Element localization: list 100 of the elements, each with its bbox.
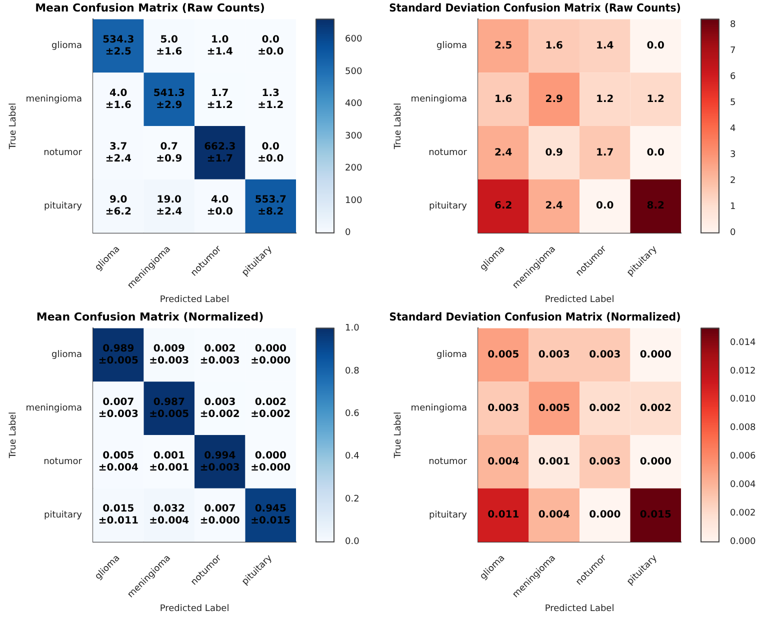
data-label: 0.987 ±0.005 <box>149 396 190 420</box>
data-label: 0.0 <box>646 40 665 52</box>
data-label: 0.015 ±0.011 <box>98 504 138 527</box>
data-label: 2.4 <box>494 147 512 158</box>
color-bar-label: 0.8 <box>345 366 360 376</box>
color-bar-label: 6 <box>730 72 736 82</box>
y-tick-label: notumor <box>44 457 82 468</box>
data-label: 0.9 <box>545 147 564 158</box>
color-bar-label: 0.014 <box>730 338 756 348</box>
y-tick-label: meningioma <box>410 94 468 105</box>
y-tick-label: glioma <box>436 350 468 360</box>
color-bar-label: 0.004 <box>730 480 756 490</box>
y-tick-label: pituitary <box>44 510 83 520</box>
data-label: 0.032 ±0.004 <box>149 504 190 527</box>
color-bar-label: 0.0 <box>345 537 360 548</box>
data-label: 0.009 ±0.003 <box>149 343 190 366</box>
data-label: 0.005 ±0.004 <box>98 450 138 474</box>
data-label: 8.2 <box>646 200 665 212</box>
color-bar-label: 0 <box>345 228 351 238</box>
data-label: 1.6 <box>494 94 512 105</box>
data-label: 0.002 <box>589 402 621 414</box>
data-label: 662.3 ±1.7 <box>204 141 236 164</box>
data-label: 1.3 ±1.2 <box>258 88 284 111</box>
y-axis-title: True Label <box>8 102 19 150</box>
y-axis-title: True Label <box>8 412 19 460</box>
data-label: 0.007 ±0.003 <box>98 396 138 420</box>
data-label: 1.2 <box>596 94 614 105</box>
data-label: 0.000 <box>589 510 621 521</box>
data-label: 0.989 ±0.005 <box>98 343 138 366</box>
color-bar-label: 8 <box>730 20 736 30</box>
y-tick-label: notumor <box>428 457 468 468</box>
data-label: 1.7 <box>596 147 614 158</box>
data-label: 9.0 ±6.2 <box>105 194 132 218</box>
y-tick-label: meningioma <box>26 94 82 105</box>
data-label: 6.2 <box>494 200 512 212</box>
color-bar-label: 0.006 <box>730 452 756 462</box>
data-label: 0.004 <box>538 510 570 521</box>
data-label: 19.0 ±2.4 <box>156 194 182 218</box>
data-label: 0.015 <box>640 510 672 521</box>
data-label: 0.994 ±0.003 <box>200 450 240 474</box>
y-tick-label: meningioma <box>410 404 468 414</box>
data-label: 541.3 ±2.9 <box>153 88 185 111</box>
data-label: 0.001 <box>538 456 570 468</box>
chart-title: Standard Deviation Confusion Matrix (Normalized) <box>389 310 681 324</box>
data-label: 0.007 ±0.000 <box>200 504 240 527</box>
data-label: 2.5 <box>494 40 512 52</box>
data-label: 0.002 ±0.003 <box>200 343 240 366</box>
data-label: 4.0 ±0.0 <box>206 194 233 218</box>
chart-title: Standard Deviation Confusion Matrix (Raw Counts) <box>389 2 681 15</box>
color-bar-label: 0.012 <box>730 366 756 376</box>
data-label: 0.7 ±0.9 <box>156 141 182 164</box>
color-bar-label: 500 <box>345 66 362 77</box>
data-label: 0.000 <box>640 456 672 468</box>
data-label: 0.000 ±0.000 <box>250 343 291 366</box>
data-label: 0.003 <box>589 349 621 360</box>
color-bar-label: 0.6 <box>345 408 360 419</box>
data-label: 3.7 ±2.4 <box>105 141 132 164</box>
y-tick-label: meningioma <box>26 404 82 414</box>
color-bar-label: 600 <box>345 34 362 45</box>
color-bar-label: 5 <box>730 98 736 108</box>
data-label: 0.003 ±0.002 <box>200 396 240 420</box>
data-label: 0.005 <box>538 402 570 414</box>
data-label: 2.4 <box>545 200 564 212</box>
color-bar-label: 300 <box>345 131 362 142</box>
data-label: 0.003 <box>538 349 570 360</box>
data-label: 0.945 ±0.015 <box>250 504 291 527</box>
chart-title: Mean Confusion Matrix (Normalized) <box>36 310 264 324</box>
color-bar-label: 0.008 <box>730 423 756 434</box>
data-label: 4.0 ±1.6 <box>105 88 132 111</box>
data-label: 0.0 <box>646 147 665 158</box>
color-bar-label: 1.0 <box>345 324 360 334</box>
y-axis-title: True Label <box>394 412 404 460</box>
y-tick-label: glioma <box>52 41 82 52</box>
data-label: 0.0 ±0.0 <box>258 34 284 58</box>
color-bar-label: 0.002 <box>730 508 756 519</box>
data-label: 2.9 <box>545 94 564 105</box>
color-bar-label: 0.2 <box>345 494 360 504</box>
color-bar-label: 0 <box>730 228 736 238</box>
y-tick-label: glioma <box>52 350 82 360</box>
data-label: 0.003 <box>488 402 520 414</box>
color-bar-label: 100 <box>345 196 362 206</box>
data-label: 1.7 ±1.2 <box>206 88 233 111</box>
data-label: 0.000 <box>640 349 672 360</box>
color-bar-label: 200 <box>345 164 362 174</box>
x-axis-title: Predicted Label <box>544 604 614 614</box>
data-label: 1.0 ±1.4 <box>206 34 233 58</box>
data-label: 5.0 ±1.6 <box>156 34 182 58</box>
x-axis-title: Predicted Label <box>544 294 614 305</box>
color-bar-label: 0.000 <box>730 537 756 548</box>
x-axis-title: Predicted Label <box>160 294 230 305</box>
x-axis-title: Predicted Label <box>160 604 230 614</box>
data-label: 0.011 <box>488 510 520 521</box>
data-label: 0.001 ±0.001 <box>149 450 190 474</box>
color-bar-label: 1 <box>730 202 736 212</box>
data-label: 0.002 ±0.002 <box>250 396 291 420</box>
data-label: 0.002 <box>640 402 672 414</box>
y-tick-label: notumor <box>428 148 468 158</box>
data-label: 1.2 <box>646 94 665 105</box>
color-bar-label: 0.010 <box>730 394 756 405</box>
data-label: 0.003 <box>589 456 621 468</box>
